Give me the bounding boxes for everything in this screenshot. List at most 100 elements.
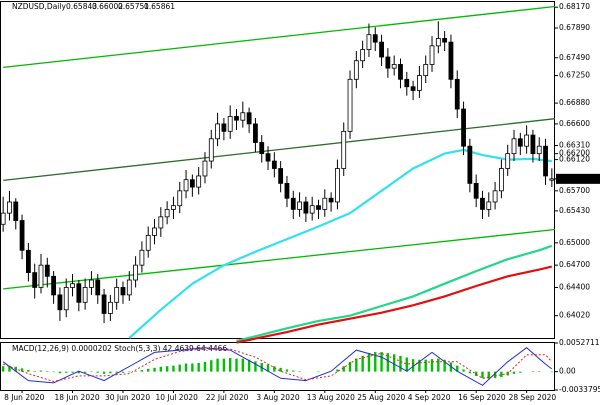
candle-body: [309, 205, 315, 214]
candle-body: [480, 197, 485, 210]
macd-bar: [411, 359, 415, 372]
macd-bar: [279, 367, 282, 372]
macd-bar: [285, 369, 289, 372]
candle-body: [505, 153, 511, 169]
candle-body: [454, 78, 460, 110]
candle-body: [498, 168, 504, 192]
candle-body: [271, 160, 277, 169]
macd-bar: [500, 371, 503, 378]
macd-bar: [33, 371, 36, 372]
candle-body: [410, 86, 416, 91]
macd-bar: [273, 366, 276, 372]
candle-body: [524, 134, 530, 147]
candle-body: [89, 279, 94, 288]
y-tick-label: 0.65861: [559, 174, 590, 183]
candle-body: [95, 279, 101, 296]
x-tick-label: 25 Aug 2020: [357, 393, 405, 402]
candle-body: [57, 294, 63, 311]
macd-bar: [128, 371, 131, 373]
candle-body: [139, 249, 145, 266]
candle-body: [189, 179, 195, 188]
macd-bar: [121, 371, 125, 373]
y-tick-label: 0.65430: [559, 206, 590, 215]
candle-body: [208, 138, 214, 162]
macd-bar: [430, 359, 434, 372]
candle-body: [328, 197, 334, 203]
macd-bar: [1, 366, 5, 372]
x-tick-label: 28 Sep 2020: [509, 393, 557, 402]
macd-bar: [191, 363, 194, 372]
y-tick-label: 0.67250: [559, 71, 590, 80]
candle-body: [290, 197, 296, 210]
ohlc-open: 0.65843: [66, 2, 97, 11]
candle-body: [145, 235, 151, 251]
candle-body: [7, 201, 12, 214]
candle-body: [63, 287, 69, 311]
macd-bar: [292, 370, 295, 372]
candle-body: [335, 168, 340, 203]
candle-body: [278, 168, 284, 184]
macd-bar: [172, 365, 175, 372]
candle-body: [101, 294, 107, 314]
macd-bar: [298, 371, 301, 372]
macd-bar: [134, 371, 137, 372]
macd-bar: [355, 358, 358, 372]
candle-body: [133, 264, 138, 281]
y-tick-label: 0.65000: [559, 238, 590, 247]
candle-body: [353, 60, 359, 80]
moving-average: [236, 244, 553, 343]
macd-bar: [178, 364, 181, 372]
macd-bar: [140, 370, 144, 372]
macd-bar: [336, 369, 339, 372]
macd-bar: [367, 353, 371, 372]
trendline: [3, 228, 556, 290]
x-tick-label: 13 Aug 2020: [307, 393, 355, 402]
candle-body: [429, 45, 435, 65]
macd-bar: [361, 355, 364, 372]
ohlc-low: 0.65751: [118, 2, 149, 11]
macd-bar: [512, 371, 516, 374]
y-tick-label: 0.67490: [559, 53, 590, 62]
chart-title: NZDUSD,Daily: [12, 2, 66, 11]
macd-bar: [374, 352, 377, 372]
candle-body: [391, 64, 397, 69]
candle-body: [82, 287, 88, 303]
candle-body: [265, 153, 271, 162]
candle-body: [215, 123, 220, 140]
y-tick-label: 0.66880: [559, 98, 590, 107]
candle-body: [120, 287, 126, 296]
macd-bar: [147, 368, 150, 372]
macd-bar: [424, 359, 427, 372]
macd-bar: [437, 358, 440, 372]
macd-bar: [210, 360, 213, 372]
macd-bar: [96, 371, 99, 373]
x-tick-label: 8 Jun 2020: [4, 393, 45, 402]
macd-bar: [197, 362, 200, 372]
y-tick-label: 0.64020: [559, 311, 590, 320]
macd-bar: [247, 359, 251, 372]
candle-body: [51, 275, 57, 296]
candle-body: [284, 182, 290, 199]
candle-body: [530, 134, 536, 155]
macd-bar: [399, 355, 402, 372]
main-frame: [0, 1, 555, 339]
stoch-line: [3, 348, 553, 383]
candle-body: [76, 283, 82, 303]
y-tick-label: 0.66310: [559, 140, 590, 149]
macd-bar: [418, 359, 421, 372]
candle-body: [341, 130, 347, 169]
macd-bar: [241, 358, 245, 372]
macd-bar: [20, 368, 24, 372]
candle-body: [126, 279, 132, 296]
macd-bar: [392, 354, 396, 372]
candle-body: [423, 64, 429, 76]
macd-bar: [266, 364, 270, 372]
macd-bar: [531, 371, 535, 372]
candle-body: [517, 138, 523, 147]
macd-bar: [550, 371, 554, 373]
osc-tick-label: 0.00: [559, 367, 576, 376]
candle-body: [417, 75, 422, 91]
y-tick-label: 0.64400: [559, 282, 590, 291]
candle-body: [385, 56, 391, 69]
